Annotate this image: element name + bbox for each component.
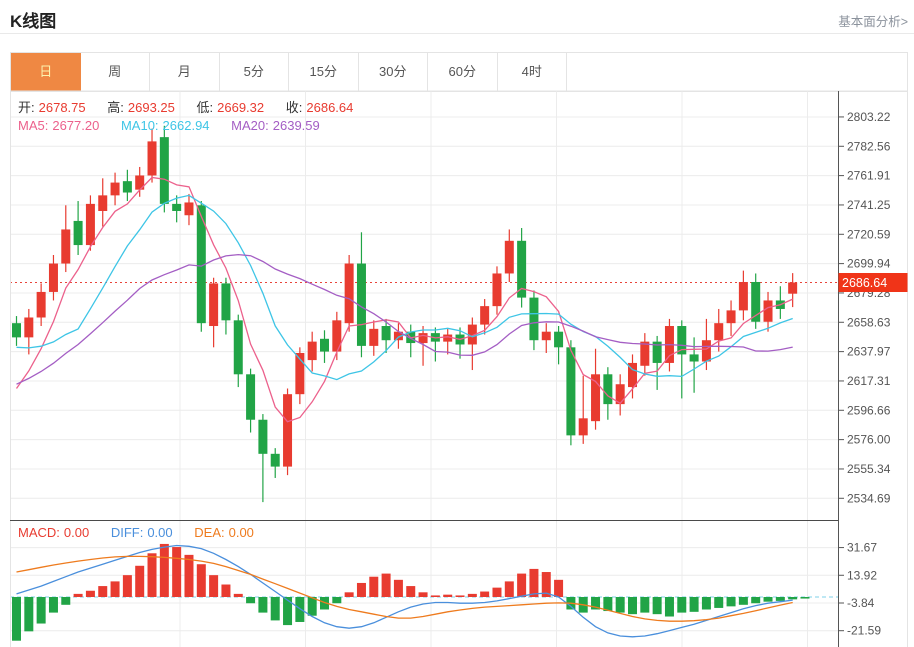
ma10-value: 2662.94 <box>162 118 210 133</box>
svg-text:31.67: 31.67 <box>847 541 877 555</box>
fundamental-analysis-link[interactable]: 基本面分析> <box>838 15 908 29</box>
header-divider <box>0 33 914 34</box>
interval-tabbar: 日周月 5分 15分 30分 60分 4时 <box>10 52 908 92</box>
high-value: 2693.25 <box>127 100 175 115</box>
gridlines <box>10 91 838 647</box>
svg-text:2741.25: 2741.25 <box>847 198 891 212</box>
diff-value: 0.00 <box>147 525 173 540</box>
close-label: 收: <box>285 100 303 115</box>
low-value: 2669.32 <box>217 100 265 115</box>
open-label: 开: <box>18 100 35 115</box>
dea-line <box>16 555 793 622</box>
close-value: 2686.64 <box>306 100 354 115</box>
ma5-line <box>15 176 793 423</box>
macd-label: MACD: <box>18 525 60 540</box>
ma10-line <box>16 194 793 381</box>
svg-text:2803.22: 2803.22 <box>847 110 891 124</box>
svg-text:2617.31: 2617.31 <box>847 374 891 388</box>
tab-5min[interactable]: 5分 <box>220 53 289 91</box>
svg-text:2782.56: 2782.56 <box>847 139 891 153</box>
dea-value: 0.00 <box>228 525 254 540</box>
ma5-value: 2677.20 <box>52 118 100 133</box>
svg-text:2699.94: 2699.94 <box>847 257 891 271</box>
tabbar-filler <box>567 53 907 91</box>
svg-text:2555.34: 2555.34 <box>847 462 891 476</box>
ma20-label: MA20: <box>231 118 269 133</box>
ma20-value: 2639.59 <box>272 118 320 133</box>
low-label: 低: <box>196 100 214 115</box>
svg-text:13.92: 13.92 <box>847 568 877 582</box>
svg-text:2720.59: 2720.59 <box>847 227 891 241</box>
tab-day[interactable]: 日 <box>11 53 81 91</box>
axis-labels: 2803.22 2782.56 2761.91 2741.25 2720.59 2699.… <box>838 110 891 638</box>
diff-label: DIFF: <box>110 525 144 540</box>
svg-text:-21.59: -21.59 <box>847 624 881 638</box>
svg-text:2658.63: 2658.63 <box>847 315 891 329</box>
tab-60min[interactable]: 60分 <box>428 53 498 91</box>
svg-text:2637.97: 2637.97 <box>847 345 891 359</box>
svg-text:2761.91: 2761.91 <box>847 169 891 183</box>
svg-text:2596.66: 2596.66 <box>847 403 891 417</box>
svg-text:-3.84: -3.84 <box>847 596 875 610</box>
ma5-label: MA5: <box>18 118 49 133</box>
current-price-tag: 2686.64 <box>838 272 908 292</box>
ma-row: MA5: 2677.20 MA10: 2662.94 MA20: 2639.59 <box>18 118 324 133</box>
svg-text:2679.28: 2679.28 <box>847 286 891 300</box>
tab-30min[interactable]: 30分 <box>359 53 428 91</box>
macd-value: 0.00 <box>63 525 90 540</box>
tab-15min[interactable]: 15分 <box>289 53 359 91</box>
ma20-line <box>16 253 793 385</box>
tab-week[interactable]: 周 <box>81 53 150 91</box>
svg-text:2576.00: 2576.00 <box>847 433 891 447</box>
svg-text:2534.69: 2534.69 <box>847 491 891 505</box>
ohlc-row: 开: 2678.75 高: 2693.25 低: 2669.32 收: 2686.64 <box>18 97 357 116</box>
tab-4hour[interactable]: 4时 <box>498 53 567 91</box>
macd-row: MACD: 0.00 DIFF: 0.00 DEA: 0.00 <box>18 525 258 540</box>
dea-label: DEA: <box>194 525 225 540</box>
candles-layer[interactable] <box>12 125 798 503</box>
page-title: K线图 <box>10 12 57 31</box>
high-label: 高: <box>107 100 124 115</box>
diff-line <box>16 544 793 638</box>
tab-month[interactable]: 月 <box>150 53 220 91</box>
svg-text:2686.64: 2686.64 <box>842 276 887 290</box>
open-value: 2678.75 <box>38 100 86 115</box>
macd-histogram <box>12 543 810 641</box>
ma10-label: MA10: <box>120 118 159 133</box>
